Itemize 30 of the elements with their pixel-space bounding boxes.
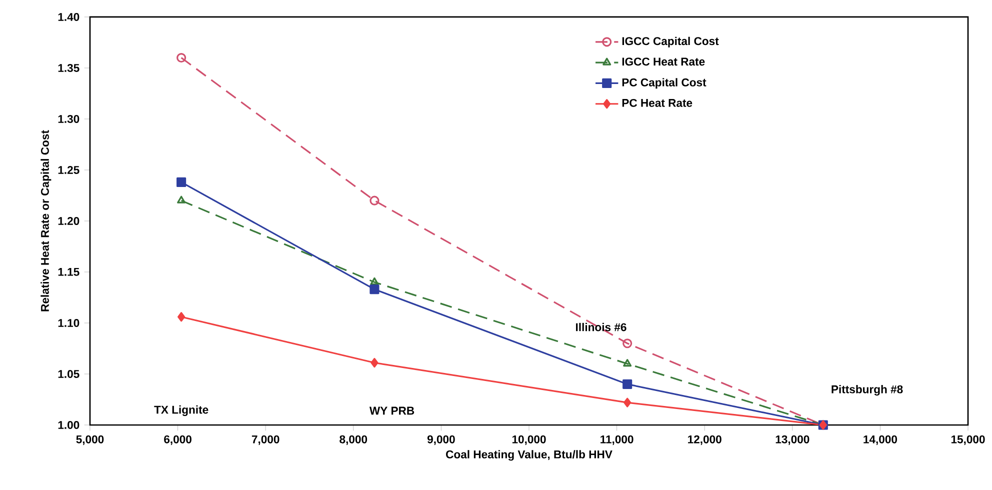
legend-label: IGCC Heat Rate	[622, 58, 705, 66]
x-tick-label: 10,000	[512, 435, 546, 445]
x-tick-label: 6,000	[164, 435, 192, 445]
y-tick-label: 1.00	[58, 420, 80, 429]
x-tick-label: 5,000	[76, 435, 104, 445]
y-tick-label: 1.40	[58, 12, 80, 21]
annotation: WY PRB	[369, 406, 414, 415]
x-tick-label: 14,000	[864, 435, 897, 445]
y-tick-label: 1.15	[58, 268, 80, 276]
y-tick-label: 1.05	[58, 370, 80, 378]
x-axis-title: Coal Heating Value, Btu/lb HHV	[446, 450, 612, 461]
y-tick-label: 1.20	[58, 216, 80, 225]
y-tick-label: 1.30	[58, 114, 80, 123]
x-tick-label: 8,000	[340, 435, 368, 445]
legend-label: PC Heat Rate	[622, 98, 692, 107]
legend-label: PC Capital Cost	[622, 78, 706, 89]
annotation: Pittsburgh #8	[832, 385, 903, 396]
y-tick-label: 1.35	[58, 64, 80, 72]
legend-label: IGCC Capital Cost	[622, 36, 719, 48]
x-tick-label: 9,000	[427, 435, 455, 445]
annotation: TX Lignite	[154, 405, 208, 416]
x-tick-label: 11,000	[600, 435, 634, 445]
y-axis-title: Relative Heat Rate or Capital Cost	[40, 130, 52, 312]
x-tick-label: 12,000	[688, 435, 722, 445]
annotation: Illinois #6	[576, 322, 626, 332]
x-tick-label: 13,000	[776, 435, 810, 445]
x-tick-label: 15,000	[951, 435, 985, 445]
y-tick-label: 1.25	[58, 166, 80, 174]
x-tick-label: 7,000	[252, 435, 280, 445]
y-tick-label: 1.10	[58, 318, 80, 327]
